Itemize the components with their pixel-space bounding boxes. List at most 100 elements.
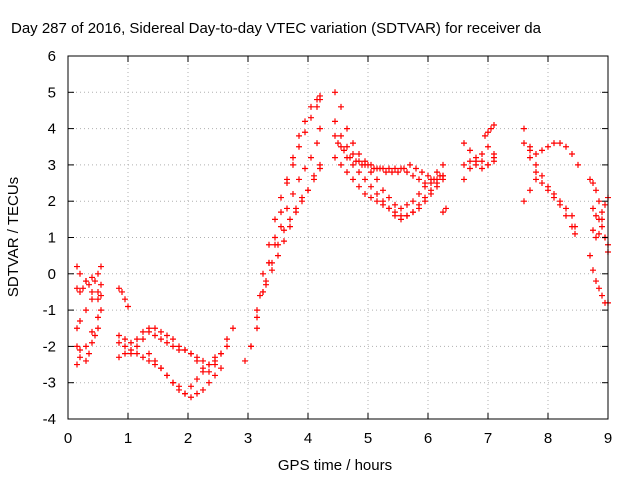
data-point xyxy=(77,317,83,324)
x-axis-label: GPS time / hours xyxy=(278,457,392,474)
data-point xyxy=(296,176,302,183)
data-point xyxy=(374,198,380,205)
data-point xyxy=(380,187,386,194)
data-point xyxy=(254,307,260,314)
data-point xyxy=(128,339,134,346)
data-point xyxy=(200,357,206,364)
data-point xyxy=(89,328,95,335)
data-point xyxy=(290,161,296,168)
data-point xyxy=(440,161,446,168)
data-point xyxy=(140,354,146,361)
data-point xyxy=(437,172,443,179)
data-point xyxy=(590,227,596,234)
data-point xyxy=(473,161,479,168)
data-point xyxy=(284,205,290,212)
data-point xyxy=(545,143,551,150)
data-point xyxy=(260,270,266,277)
data-point xyxy=(74,343,80,350)
data-point xyxy=(356,169,362,176)
data-point xyxy=(125,303,131,310)
x-tick-label: 0 xyxy=(64,430,72,447)
data-point xyxy=(545,183,551,190)
data-point xyxy=(461,161,467,168)
data-point xyxy=(521,198,527,205)
data-point xyxy=(350,176,356,183)
data-point xyxy=(122,336,128,343)
data-point xyxy=(278,194,284,201)
data-point xyxy=(77,354,83,361)
data-point xyxy=(434,169,440,176)
data-point xyxy=(218,365,224,372)
data-point xyxy=(311,172,317,179)
data-point xyxy=(212,354,218,361)
chart-title: Day 287 of 2016, Sidereal Day-to-day VTE… xyxy=(11,20,542,37)
data-point xyxy=(359,161,365,168)
data-point xyxy=(533,151,539,158)
data-point xyxy=(386,194,392,201)
data-point xyxy=(398,212,404,219)
data-point xyxy=(98,263,104,270)
data-point xyxy=(416,205,422,212)
data-point xyxy=(590,267,596,274)
data-point xyxy=(596,230,602,237)
data-point xyxy=(368,194,374,201)
data-point xyxy=(332,118,338,125)
data-point xyxy=(590,180,596,187)
data-point xyxy=(296,143,302,150)
data-point xyxy=(467,165,473,172)
data-point xyxy=(392,165,398,172)
data-point xyxy=(269,259,275,266)
data-point xyxy=(116,285,122,292)
data-point xyxy=(440,209,446,216)
data-point xyxy=(356,183,362,190)
x-tick-label: 9 xyxy=(604,430,612,447)
data-point xyxy=(290,154,296,161)
x-tick-label: 8 xyxy=(544,430,552,447)
data-point xyxy=(218,350,224,357)
data-point xyxy=(152,332,158,339)
data-point xyxy=(134,343,140,350)
data-point xyxy=(347,154,353,161)
data-point xyxy=(272,216,278,223)
axis-ticks xyxy=(67,55,609,420)
data-point xyxy=(317,92,323,99)
data-point xyxy=(332,89,338,96)
y-tick-label: -2 xyxy=(43,338,56,355)
data-point xyxy=(182,390,188,397)
data-point xyxy=(467,147,473,154)
data-point xyxy=(422,183,428,190)
data-point xyxy=(80,285,86,292)
data-point xyxy=(116,332,122,339)
data-point xyxy=(533,176,539,183)
data-point xyxy=(407,161,413,168)
data-point xyxy=(551,140,557,147)
data-point xyxy=(362,190,368,197)
x-tick-label: 7 xyxy=(484,430,492,447)
y-tick-label: 3 xyxy=(48,157,56,174)
data-point xyxy=(602,201,608,208)
data-point xyxy=(164,372,170,379)
data-point xyxy=(275,241,281,248)
data-point xyxy=(422,198,428,205)
data-point xyxy=(440,176,446,183)
data-point xyxy=(170,336,176,343)
data-point xyxy=(551,190,557,197)
data-point xyxy=(374,176,380,183)
data-point xyxy=(158,365,164,372)
data-point xyxy=(374,190,380,197)
data-point xyxy=(284,180,290,187)
data-point xyxy=(539,172,545,179)
data-point xyxy=(479,151,485,158)
data-point xyxy=(254,314,260,321)
data-point xyxy=(74,285,80,292)
data-point xyxy=(140,336,146,343)
data-point xyxy=(302,118,308,125)
data-point xyxy=(392,209,398,216)
data-point xyxy=(305,187,311,194)
data-point xyxy=(350,161,356,168)
data-point xyxy=(482,132,488,139)
data-point xyxy=(230,325,236,332)
y-tick-labels: -4 -3 -2 -1 0 1 2 3 4 5 6 xyxy=(43,48,56,428)
data-point xyxy=(539,147,545,154)
data-point xyxy=(257,292,263,299)
